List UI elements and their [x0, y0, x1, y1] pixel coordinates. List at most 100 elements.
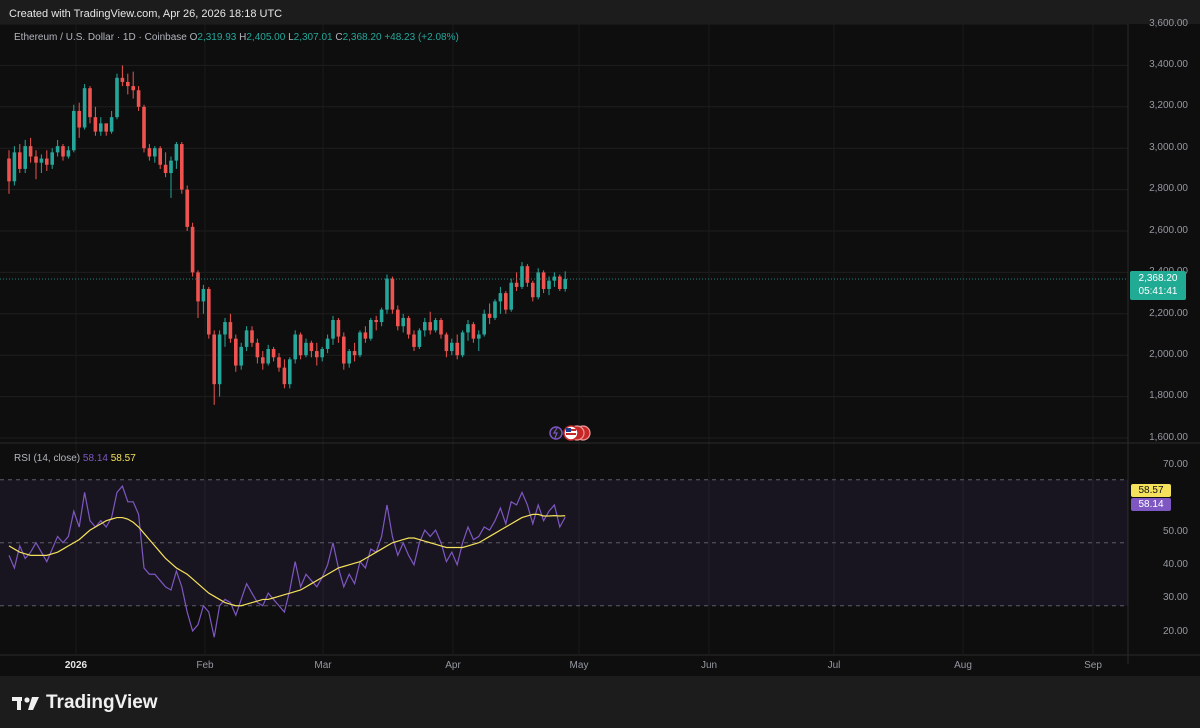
candle-body [558, 276, 562, 289]
price-chart-svg[interactable] [0, 24, 1200, 676]
candle-body [401, 317, 405, 327]
candle-body [153, 148, 157, 157]
candle-body [77, 110, 81, 128]
candle-body [223, 322, 227, 335]
tradingview-logo[interactable]: TradingView [12, 692, 158, 714]
candle-body [466, 324, 470, 333]
candle-body [298, 334, 303, 356]
candle-body [18, 152, 22, 169]
candle-body [50, 152, 54, 165]
candle-body [12, 152, 17, 182]
candle-body [498, 293, 503, 302]
candle-body [23, 146, 27, 169]
candle-body [282, 367, 287, 385]
high-value: 2,405.00 [246, 32, 286, 43]
candle-body [309, 342, 314, 352]
price-tick: 2,800.00 [1149, 183, 1188, 194]
candle-body [185, 189, 189, 227]
candle-body [82, 88, 87, 128]
candle-body [244, 330, 249, 347]
candle-body [115, 77, 119, 118]
time-tick: Sep [1084, 660, 1102, 671]
candle-body [509, 282, 513, 310]
candle-body [190, 226, 195, 273]
price-tick: 2,200.00 [1149, 308, 1188, 319]
brand-name: TradingView [46, 692, 158, 713]
candle-body [158, 148, 162, 165]
time-tick: Mar [314, 660, 332, 671]
low-label: L [288, 32, 294, 43]
rsi-ma-value: 58.57 [110, 453, 136, 464]
candle-body [547, 280, 551, 289]
candle-body [261, 357, 265, 364]
high-label: H [239, 32, 247, 43]
candle-body [207, 288, 211, 335]
time-tick: May [569, 660, 589, 671]
candle-body [7, 158, 11, 182]
title-bar: Created with TradingView.com, Apr 26, 20… [0, 0, 1200, 24]
last-price-tag: 2,368.20 05:41:41 [1130, 271, 1186, 300]
candle-body [196, 272, 200, 302]
candle-body [131, 86, 135, 91]
candle-body [293, 334, 297, 360]
candle-body [266, 348, 270, 364]
event-markers[interactable] [547, 424, 593, 442]
candle-body [514, 282, 519, 287]
candle-body [136, 90, 141, 107]
candle-body [169, 160, 173, 174]
candle-body [390, 278, 395, 310]
candle-body [217, 334, 222, 385]
time-tick: Apr [445, 660, 461, 671]
candle-body [563, 279, 567, 289]
candle-body [379, 309, 384, 323]
candle-body [239, 346, 243, 366]
candle-body [34, 156, 38, 163]
candle-body [66, 150, 71, 157]
open-label: O [189, 32, 198, 43]
candle-body [439, 320, 443, 335]
candle-body [358, 332, 362, 356]
candle-body [342, 336, 346, 364]
chart-area[interactable] [0, 24, 1200, 676]
candle-body [61, 146, 65, 157]
symbol-legend: Ethereum / U.S. Dollar · 1D · Coinbase O… [14, 32, 459, 43]
candle-body [471, 324, 476, 339]
rsi-line [8, 484, 566, 638]
candle-body [88, 88, 92, 118]
price-tick: 2,000.00 [1149, 349, 1188, 360]
tradingview-logo-icon [12, 697, 39, 710]
low-value: 2,307.01 [293, 32, 333, 43]
candle-body [255, 342, 260, 358]
candle-body [104, 123, 108, 132]
candle-body [531, 282, 535, 298]
price-tick: 1,800.00 [1149, 390, 1188, 401]
candle-body [39, 158, 44, 163]
close-label: C [335, 32, 343, 43]
candle-body [352, 351, 357, 356]
candle-body [228, 322, 233, 339]
candle-body [234, 338, 238, 366]
rsi-tick: 20.00 [1162, 626, 1188, 637]
candle-body [315, 351, 319, 358]
candle-body [417, 330, 422, 347]
rsi-ma-line [8, 513, 566, 607]
price-tick: 3,400.00 [1149, 59, 1188, 70]
candle-body [412, 334, 416, 347]
close-value: 2,368.20 [342, 32, 382, 43]
candle-body [163, 164, 168, 174]
candle-body [433, 320, 438, 331]
candle-body [520, 266, 524, 287]
candle-body [325, 338, 330, 349]
footer-bar [0, 676, 1200, 728]
rsi-tick: 70.00 [1162, 459, 1188, 470]
candle-body [552, 276, 557, 281]
bar-countdown: 05:41:41 [1138, 286, 1178, 297]
price-tick: 3,600.00 [1149, 18, 1188, 29]
candle-body [460, 332, 465, 356]
candle-body [536, 272, 540, 298]
candle-body [142, 106, 146, 149]
rsi-label: RSI (14, close) [14, 453, 81, 464]
candle-body [428, 322, 432, 331]
change-value: +48.23 (+2.08%) [384, 32, 459, 43]
candle-body [336, 320, 341, 337]
